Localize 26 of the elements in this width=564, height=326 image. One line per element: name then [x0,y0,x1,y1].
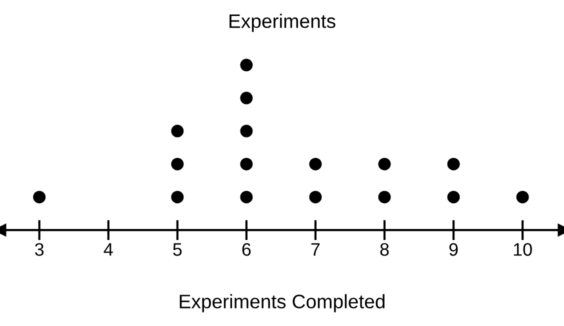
x-tick-label: 8 [380,243,389,256]
point [378,190,391,204]
x-tick-label: 10 [514,243,532,256]
x-tick-label: 4 [104,243,113,256]
chart-title: Experiments [230,14,336,32]
x-tick-label: 5 [173,243,182,256]
x-tick-label: 9 [449,243,458,256]
point [240,92,253,104]
x-axis-title: Experiments Completed [180,294,385,312]
point [171,158,184,170]
point [171,124,184,138]
point [447,190,460,204]
point [309,158,322,170]
point [240,158,253,170]
point [240,124,253,138]
point [171,190,184,204]
point [516,190,529,204]
point [447,158,460,170]
point [33,190,46,204]
point [240,190,253,204]
point [378,158,391,170]
x-tick-label: 6 [242,243,251,256]
point [309,190,322,204]
point [240,58,253,72]
x-tick-label: 7 [311,243,320,256]
x-tick-label: 3 [35,243,44,256]
